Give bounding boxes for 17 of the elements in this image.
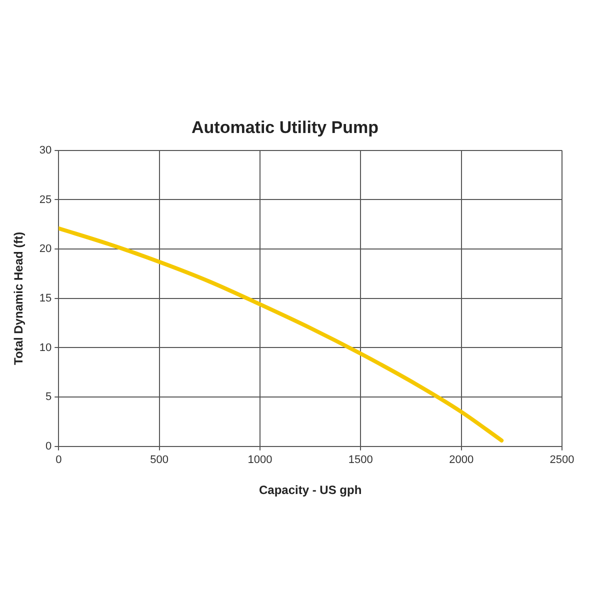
chart-title: Automatic Utility Pump — [191, 118, 379, 137]
line-series — [58, 226, 504, 442]
x-tick-label: 2500 — [550, 454, 574, 466]
x-axis-title: Capacity - US gph — [258, 483, 362, 498]
y-tick-label: 15 — [39, 292, 52, 304]
y-tick-label: 0 — [46, 440, 52, 452]
x-tick-label: 1500 — [348, 454, 373, 466]
y-tick-label: 20 — [39, 243, 52, 256]
y-tick-label: 10 — [39, 342, 52, 354]
y-axis-title: Total Dynamic Head (ft) — [12, 232, 26, 365]
x-tick-label: 0 — [56, 454, 62, 466]
y-tick-label: 30 — [39, 144, 52, 156]
y-tick-label: 5 — [46, 391, 52, 404]
y-tick-label: 25 — [39, 194, 52, 206]
x-tick-label: 500 — [150, 454, 168, 466]
x-tick-label: 2000 — [449, 454, 474, 466]
x-tick-label: 1000 — [248, 454, 272, 466]
